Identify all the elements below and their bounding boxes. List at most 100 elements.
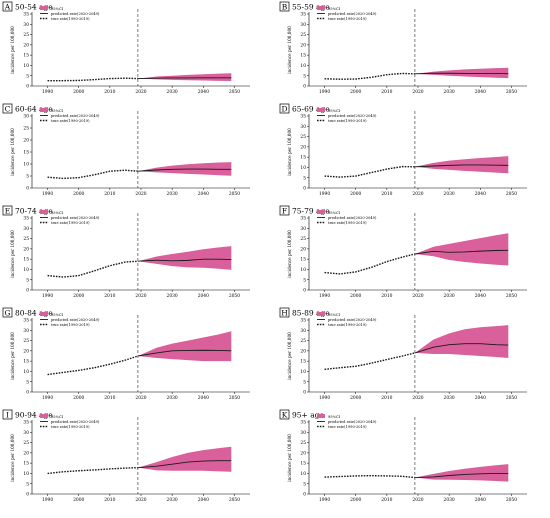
panel-title: 95+ age	[292, 411, 324, 420]
panel-title: 75-79 age	[292, 207, 330, 216]
legend-predicted-label: predicted rate(2020-2049)	[328, 318, 377, 322]
y-tick-label: 0	[303, 187, 306, 192]
x-tick-label: 2050	[229, 396, 240, 401]
x-tick-label: 2010	[104, 498, 115, 503]
x-tick-label: 2020	[412, 396, 423, 401]
y-tick-label: 30	[300, 329, 306, 334]
legend-predicted-label: predicted rate(2020-2049)	[328, 12, 377, 16]
legend-ci-swatch	[40, 6, 48, 10]
panel-letter: E	[5, 207, 10, 216]
y-axis-label: incidence per 100,000	[10, 128, 15, 176]
x-tick-label: 2000	[350, 294, 361, 299]
ci-band	[414, 325, 509, 359]
y-axis-label: incidence per 100,000	[287, 128, 292, 176]
x-tick-label: 2020	[412, 90, 423, 95]
ci-band	[137, 446, 232, 472]
panel-k: K 95+ age 0 5 10 15 20 25 30 35 1990 2000 2010 2020 20…	[279, 409, 527, 503]
y-tick-label: 35	[300, 13, 306, 18]
y-tick-label: 10	[23, 370, 29, 375]
y-tick-label: 0	[303, 289, 306, 294]
panel-letter-box	[2, 1, 13, 12]
x-tick-label: 2020	[412, 294, 423, 299]
legend-true-label: true rate(1990-2019)	[51, 17, 90, 21]
y-tick-label: 5	[26, 380, 29, 385]
legend-ci-label: 95%CI	[328, 7, 341, 11]
x-tick-label: 2010	[104, 294, 115, 299]
legend-ci-label: 95%CI	[328, 415, 341, 419]
panel-letter-box	[2, 205, 13, 216]
x-tick-label: 2040	[198, 498, 209, 503]
x-tick-label: 2050	[506, 192, 517, 197]
y-tick-label: 20	[23, 43, 29, 48]
x-tick-label: 2000	[350, 396, 361, 401]
legend-predicted-label: predicted rate(2020-2049)	[51, 318, 100, 322]
x-tick-label: 1990	[319, 294, 330, 299]
panel-title: 50-54 age	[15, 3, 53, 12]
y-tick-label: 25	[300, 237, 306, 242]
y-tick-label: 20	[300, 349, 306, 354]
legend-ci-label: 95%CI	[328, 211, 341, 215]
y-tick-label: 15	[300, 156, 306, 161]
x-tick-label: 2040	[475, 396, 486, 401]
y-tick-label: 20	[300, 145, 306, 150]
legend-true-label: true rate(1990-2019)	[51, 119, 90, 123]
y-tick-label: 20	[300, 451, 306, 456]
x-tick-label: 1990	[319, 396, 330, 401]
y-tick-label: 5	[303, 176, 306, 181]
y-tick-label: 25	[23, 237, 29, 242]
y-axis-label: incidence per 100,000	[287, 230, 292, 278]
x-tick-label: 1990	[42, 294, 53, 299]
x-tick-label: 2020	[135, 294, 146, 299]
legend-true-label: true rate(1990-2019)	[51, 323, 90, 327]
x-tick-label: 2020	[412, 192, 423, 197]
true-rate-line	[47, 77, 138, 82]
y-tick-label: 30	[23, 227, 29, 232]
x-tick-label: 2030	[444, 396, 455, 401]
x-tick-label: 2020	[412, 498, 423, 503]
true-rate-line	[324, 165, 415, 178]
panel-a: A 50-54 age 0 5 10 15 20 25 30 35 1990 2000 2010 2020…	[2, 1, 250, 95]
x-tick-label: 2010	[381, 396, 392, 401]
y-tick-label: 35	[300, 115, 306, 120]
panel-c: C 60-64 age 0 5 10 15 20 25 30 1990 2000 2010 2020 20…	[2, 103, 250, 197]
x-tick-label: 2000	[350, 90, 361, 95]
legend-ci-label: 95%CI	[51, 211, 64, 215]
x-tick-label: 2040	[198, 294, 209, 299]
x-tick-label: 2010	[104, 90, 115, 95]
x-tick-label: 2000	[73, 498, 84, 503]
y-tick-label: 10	[300, 268, 306, 273]
x-tick-label: 2030	[444, 90, 455, 95]
x-tick-label: 1990	[42, 498, 53, 503]
panel-g: G 80-84 age 0 5 10 15 20 25 30 35 1990 2000 2010 2020…	[2, 307, 250, 401]
legend-ci-swatch	[40, 312, 48, 316]
x-tick-label: 2000	[73, 396, 84, 401]
panel-letter-box	[2, 409, 13, 420]
y-tick-label: 15	[300, 258, 306, 263]
x-tick-label: 2000	[73, 90, 84, 95]
x-tick-label: 2040	[475, 498, 486, 503]
panel-letter: I	[6, 411, 9, 420]
ci-band	[137, 331, 232, 362]
predicted-line	[414, 164, 509, 168]
x-tick-label: 2010	[104, 192, 115, 197]
ci-band	[414, 67, 509, 79]
y-tick-label: 35	[300, 319, 306, 324]
y-tick-label: 30	[23, 115, 29, 120]
y-tick-label: 25	[300, 33, 306, 38]
legend-ci-label: 95%CI	[328, 313, 341, 317]
y-tick-label: 30	[23, 23, 29, 28]
y-tick-label: 20	[23, 451, 29, 456]
ci-band	[137, 246, 232, 270]
legend-predicted-label: predicted rate(2020-2049)	[51, 114, 100, 118]
x-tick-label: 1990	[319, 90, 330, 95]
y-axis-label: incidence per 100,000	[10, 230, 15, 278]
x-tick-label: 2030	[167, 294, 178, 299]
ci-band	[414, 233, 509, 266]
y-tick-label: 5	[303, 278, 306, 283]
x-tick-label: 2020	[135, 90, 146, 95]
y-tick-label: 30	[300, 431, 306, 436]
x-tick-label: 2010	[381, 90, 392, 95]
predicted-line	[137, 258, 232, 262]
panel-title: 80-84 age	[15, 309, 53, 318]
